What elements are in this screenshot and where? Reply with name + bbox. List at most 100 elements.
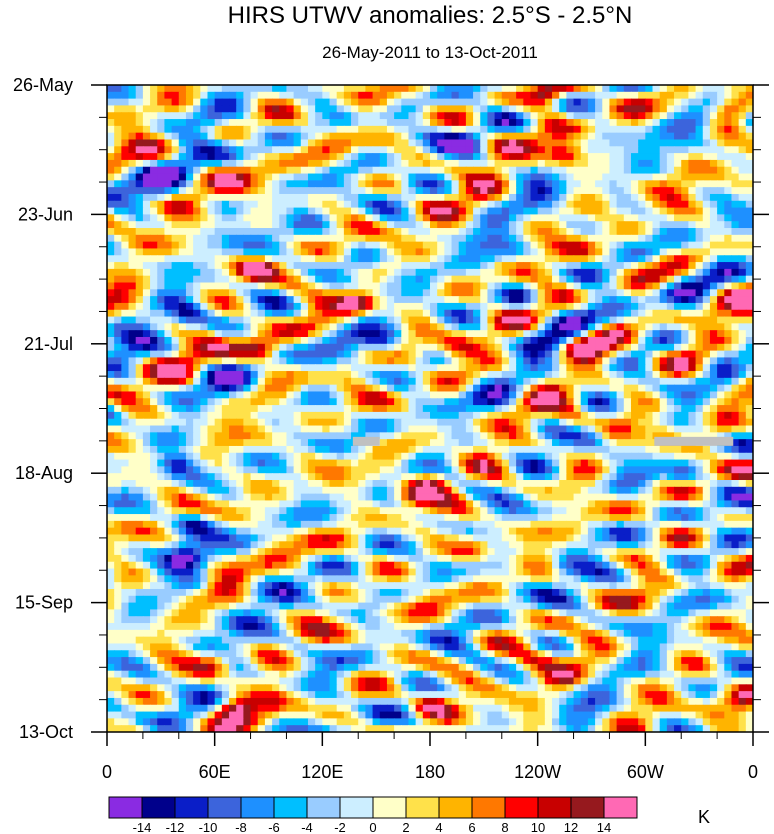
heatmap-cell	[609, 289, 618, 297]
heatmap-cell	[659, 343, 668, 352]
heatmap-cell	[444, 159, 453, 168]
heatmap-cell	[674, 234, 682, 243]
heatmap-cell	[157, 371, 166, 379]
heatmap-cell	[666, 214, 675, 222]
heatmap-cell	[674, 425, 682, 433]
heatmap-cell	[200, 418, 209, 427]
heatmap-cell	[652, 289, 661, 297]
heatmap-cell	[394, 391, 402, 399]
heatmap-cell	[437, 153, 445, 161]
heatmap-cell	[372, 282, 381, 290]
heatmap-cell	[681, 221, 689, 229]
heatmap-cell	[329, 425, 338, 433]
heatmap-cell	[738, 405, 747, 413]
heatmap-cell	[394, 255, 402, 263]
heatmap-cell	[652, 85, 661, 93]
heatmap-cell	[157, 112, 166, 120]
heatmap-cell	[422, 105, 431, 113]
heatmap-cell	[745, 405, 753, 413]
heatmap-cell	[336, 391, 345, 399]
heatmap-cell	[264, 105, 273, 113]
heatmap-cell	[674, 384, 682, 393]
heatmap-cell	[257, 425, 266, 433]
heatmap-cell	[559, 398, 567, 406]
heatmap-cell	[745, 357, 753, 365]
heatmap-cell	[372, 384, 381, 393]
heatmap-cell	[437, 173, 445, 181]
heatmap-cell	[516, 411, 524, 420]
heatmap-cell	[473, 200, 481, 209]
heatmap-cell	[365, 282, 374, 290]
heatmap-cell	[394, 119, 402, 127]
heatmap-cell	[494, 418, 503, 427]
heatmap-cell	[264, 241, 273, 250]
heatmap-cell	[616, 262, 625, 270]
heatmap-cell	[602, 364, 611, 372]
heatmap-cell	[221, 302, 230, 311]
heatmap-cell	[480, 248, 489, 256]
heatmap-cell	[544, 357, 553, 365]
heatmap-cell	[523, 119, 532, 127]
heatmap-cell	[171, 384, 180, 393]
heatmap-cell	[365, 228, 374, 236]
heatmap-cell	[264, 425, 273, 433]
heatmap-cell	[702, 309, 711, 318]
heatmap-cell	[552, 432, 560, 440]
heatmap-cell	[422, 241, 431, 250]
heatmap-cell	[178, 159, 187, 168]
heatmap-cell	[358, 173, 366, 181]
heatmap-cell	[458, 119, 467, 127]
heatmap-cell	[178, 241, 187, 250]
heatmap-cell	[286, 371, 295, 379]
heatmap-cell	[236, 214, 244, 222]
heatmap-cell	[150, 173, 158, 181]
heatmap-cell	[286, 98, 295, 107]
heatmap-cell	[236, 193, 244, 202]
heatmap-cell	[444, 384, 453, 393]
heatmap-cell	[107, 418, 115, 427]
heatmap-cell	[702, 302, 711, 311]
heatmap-cell	[243, 207, 252, 215]
heatmap-cell	[494, 132, 503, 141]
heatmap-cell	[666, 125, 675, 134]
heatmap-cell	[609, 146, 618, 154]
heatmap-cell	[587, 425, 596, 433]
heatmap-cell	[372, 418, 381, 427]
heatmap-cell	[236, 207, 244, 215]
heatmap-cell	[458, 214, 467, 222]
heatmap-cell	[595, 193, 603, 202]
heatmap-cell	[508, 302, 517, 311]
heatmap-cell	[731, 173, 740, 181]
heatmap-cell	[602, 391, 611, 399]
heatmap-cell	[630, 268, 639, 277]
heatmap-cell	[243, 357, 252, 365]
heatmap-cell	[386, 364, 395, 372]
heatmap-cell	[415, 282, 424, 290]
heatmap-cell	[171, 180, 180, 188]
heatmap-cell	[437, 398, 445, 406]
heatmap-cell	[566, 309, 575, 318]
heatmap-cell	[638, 282, 646, 290]
heatmap-cell	[214, 343, 223, 352]
heatmap-cell	[437, 350, 445, 359]
heatmap-cell	[178, 214, 187, 222]
heatmap-cell	[623, 384, 632, 393]
heatmap-cell	[150, 330, 158, 338]
heatmap-cell	[178, 398, 187, 406]
heatmap-cell	[516, 146, 524, 154]
heatmap-cell	[257, 316, 266, 324]
heatmap-cell	[107, 221, 115, 229]
heatmap-cell	[724, 323, 733, 331]
heatmap-cell	[394, 377, 402, 386]
heatmap-cell	[150, 262, 158, 270]
heatmap-cell	[279, 343, 288, 352]
heatmap-cell	[365, 262, 374, 270]
heatmap-cell	[264, 125, 273, 134]
heatmap-cell	[465, 445, 474, 454]
heatmap-cell	[473, 316, 481, 324]
heatmap-cell	[731, 228, 740, 236]
heatmap-cell	[552, 255, 560, 263]
heatmap-cell	[401, 207, 410, 215]
heatmap-cell	[480, 193, 489, 202]
heatmap-cell	[372, 187, 381, 195]
